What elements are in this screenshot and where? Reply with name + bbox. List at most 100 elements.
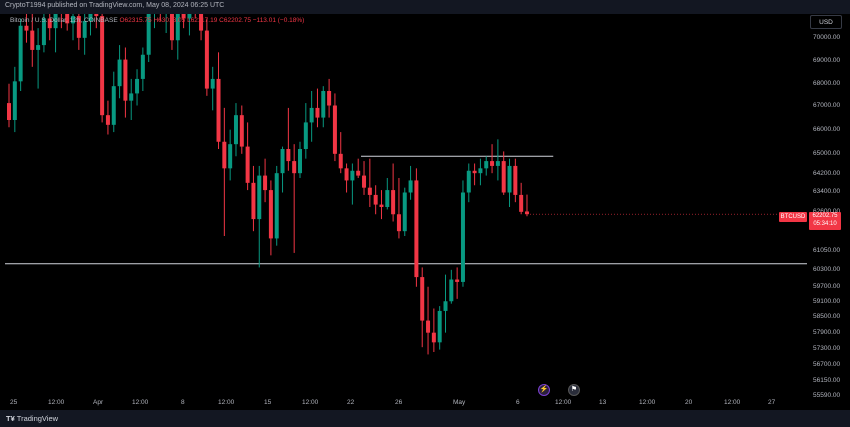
candle[interactable]: [501, 151, 506, 195]
candle[interactable]: [431, 308, 436, 353]
candle[interactable]: [76, 14, 81, 50]
flag-icon[interactable]: ⚑: [568, 384, 580, 396]
candle[interactable]: [263, 158, 268, 203]
candle[interactable]: [239, 105, 244, 154]
candle[interactable]: [524, 194, 529, 217]
candle[interactable]: [123, 47, 128, 118]
candle[interactable]: [513, 158, 518, 203]
candle[interactable]: [426, 286, 431, 355]
candle[interactable]: [443, 274, 448, 333]
candle[interactable]: [350, 163, 355, 205]
candle[interactable]: [71, 14, 76, 41]
candle[interactable]: [391, 163, 396, 222]
candle[interactable]: [146, 14, 151, 63]
candle[interactable]: [274, 165, 279, 246]
candle[interactable]: [408, 165, 413, 200]
candle[interactable]: [460, 180, 465, 287]
candle[interactable]: [344, 163, 349, 193]
candle[interactable]: [210, 66, 215, 111]
time-tick-label: 26: [395, 399, 403, 406]
candle[interactable]: [420, 267, 425, 348]
candle[interactable]: [7, 83, 11, 128]
candle[interactable]: [175, 14, 180, 60]
high-value: H63013.05: [153, 17, 186, 24]
candle[interactable]: [251, 165, 256, 232]
candle[interactable]: [449, 269, 454, 304]
candle[interactable]: [105, 100, 110, 135]
candle[interactable]: [402, 187, 407, 237]
candlestick-chart[interactable]: [0, 14, 850, 410]
candle[interactable]: [298, 141, 302, 179]
candle[interactable]: [280, 146, 285, 193]
candle[interactable]: [41, 14, 46, 53]
candle[interactable]: [507, 158, 512, 208]
candle[interactable]: [117, 45, 122, 99]
candle[interactable]: [47, 14, 52, 41]
candle-body: [344, 168, 349, 181]
lightning-icon[interactable]: ⚡: [538, 384, 550, 396]
candle[interactable]: [495, 139, 500, 181]
candle[interactable]: [82, 14, 87, 55]
candle[interactable]: [292, 144, 297, 253]
candle[interactable]: [222, 107, 227, 237]
candle[interactable]: [18, 18, 23, 92]
candle[interactable]: [268, 180, 273, 256]
candle[interactable]: [484, 156, 489, 176]
candle[interactable]: [472, 163, 477, 186]
tradingview-logo[interactable]: T¥ TradingView: [6, 414, 58, 423]
candle[interactable]: [478, 158, 483, 186]
candle[interactable]: [437, 306, 442, 350]
chart-area[interactable]: [0, 14, 850, 410]
candle-body: [129, 93, 134, 101]
candle[interactable]: [140, 47, 145, 92]
candle[interactable]: [286, 107, 291, 171]
time-axis[interactable]: 25 12:00 Apr 12:00 8 12:00 15 12:00 22 26 May 6 12:0…: [0, 396, 850, 410]
candle[interactable]: [65, 14, 70, 31]
candle[interactable]: [385, 178, 390, 210]
candle[interactable]: [373, 185, 378, 215]
candle[interactable]: [257, 165, 262, 268]
candle[interactable]: [204, 18, 209, 96]
candle[interactable]: [199, 14, 204, 41]
candle[interactable]: [135, 69, 140, 106]
candle[interactable]: [164, 14, 168, 34]
candle[interactable]: [59, 14, 63, 29]
candle[interactable]: [338, 132, 343, 174]
candle[interactable]: [466, 163, 471, 203]
candle[interactable]: [233, 103, 238, 157]
candle[interactable]: [12, 66, 17, 133]
candle[interactable]: [519, 182, 524, 215]
candle[interactable]: [53, 14, 58, 53]
candle[interactable]: [30, 14, 35, 67]
candle[interactable]: [490, 144, 495, 174]
candle[interactable]: [315, 88, 320, 128]
candle[interactable]: [356, 158, 361, 179]
candle[interactable]: [455, 267, 460, 299]
candle[interactable]: [414, 168, 419, 287]
candle[interactable]: [129, 78, 134, 121]
candle[interactable]: [228, 129, 233, 181]
candle[interactable]: [187, 14, 192, 36]
candle[interactable]: [245, 122, 250, 191]
candle[interactable]: [396, 178, 401, 239]
candle[interactable]: [88, 14, 93, 36]
candle[interactable]: [327, 78, 332, 118]
candle[interactable]: [94, 14, 99, 29]
candle[interactable]: [309, 91, 314, 142]
candle[interactable]: [332, 93, 337, 162]
currency-button[interactable]: USD: [810, 15, 842, 29]
candle[interactable]: [181, 14, 186, 29]
symbol-title[interactable]: Bitcoin / U.S. Dollar, 12h, COINBASE: [10, 17, 118, 24]
candle[interactable]: [24, 14, 29, 43]
candle[interactable]: [362, 161, 367, 195]
candle[interactable]: [321, 86, 326, 128]
candle[interactable]: [379, 190, 384, 220]
candle[interactable]: [216, 52, 221, 150]
candle[interactable]: [153, 14, 157, 29]
candle[interactable]: [111, 71, 116, 133]
candle[interactable]: [367, 158, 372, 208]
candle[interactable]: [100, 14, 105, 123]
candle[interactable]: [169, 14, 174, 50]
candle[interactable]: [36, 28, 41, 89]
candle[interactable]: [303, 103, 308, 159]
